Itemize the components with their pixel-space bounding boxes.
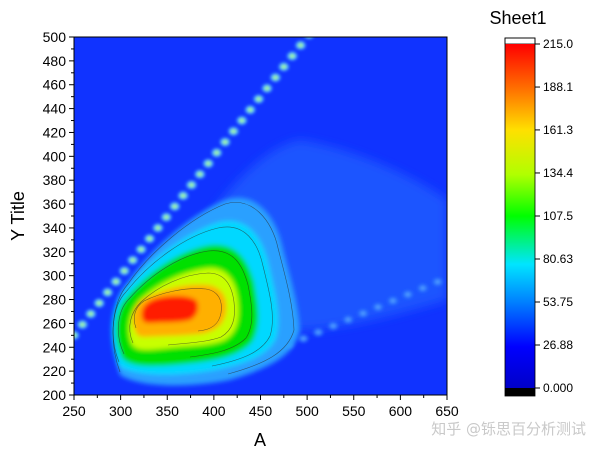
colorbar-tick-label: 107.5	[543, 209, 573, 223]
x-tick-label: 400	[202, 403, 226, 419]
colorbar-tick-label: 215.0	[543, 37, 573, 51]
streak-dot-core	[289, 53, 295, 59]
streak-dot-core	[360, 311, 366, 316]
streak-dot-core	[247, 107, 253, 112]
y-tick-label: 220	[43, 363, 67, 379]
y-axis-title: Y Title	[8, 191, 28, 241]
colorbar-frame	[504, 37, 536, 397]
streak-dot-core	[113, 279, 119, 284]
streak-dot-core	[435, 280, 440, 284]
colorbar-ticks: 0.000 26.88 53.75 80.63 107.5 134.4 161.3 188.1…	[535, 37, 573, 395]
streak-dot-core	[74, 333, 77, 338]
streak-dot-core	[121, 268, 127, 274]
y-tick-label: 480	[43, 53, 67, 69]
x-axis-title: A	[254, 430, 266, 450]
streak-dot-core	[345, 317, 351, 322]
heatmap-plot-area	[73, 32, 448, 396]
x-tick-label: 600	[389, 403, 413, 419]
streak-dot-core	[155, 225, 161, 231]
streak-dot-core	[130, 257, 136, 263]
colorbar-title: Sheet1	[489, 8, 546, 28]
streak-dot-core	[138, 247, 144, 252]
y-tick-label: 320	[43, 244, 67, 260]
y-tick-label: 260	[43, 315, 67, 331]
streak-dot	[304, 37, 314, 39]
streak-dot-core	[172, 204, 178, 209]
y-tick-label: 500	[43, 29, 67, 45]
y-tick-label: 420	[43, 124, 67, 140]
watermark-text: 知乎 @铄思百分析测试	[431, 420, 586, 438]
streak-dot-core	[390, 298, 396, 303]
y-tick-label: 200	[43, 387, 67, 403]
y-axis: 200 220 240 260 280 300 320 340 360 380 400 420 440 4…	[43, 29, 74, 403]
colorbar: Sheet1 0.000 26.88 53.75 80.63 107.5 134.4 161…	[489, 8, 573, 397]
x-tick-label: 500	[295, 403, 319, 419]
streak-dot-core	[188, 182, 195, 188]
streak-dot-core	[230, 129, 237, 134]
colorbar-top-cap	[504, 37, 536, 45]
colorbar-tick-label: 26.88	[543, 338, 573, 352]
streak-dot-core	[239, 118, 245, 123]
colorbar-tick-label: 80.63	[543, 252, 573, 266]
y-tick-label: 440	[43, 101, 67, 117]
streak-dot-core	[96, 300, 102, 306]
y-tick-label: 340	[43, 220, 67, 236]
streak-dot-core	[375, 305, 381, 309]
x-tick-label: 300	[109, 403, 133, 419]
y-tick-label: 400	[43, 148, 67, 164]
streak-dot-core	[272, 75, 279, 80]
streak-dot-core	[281, 64, 287, 70]
streak-dot-core	[197, 172, 203, 177]
contour-line	[133, 288, 222, 332]
x-tick-label: 350	[156, 403, 180, 419]
streak-dot-core	[420, 286, 425, 290]
streak-dot-core	[88, 311, 94, 317]
colorbar-tick-label: 0.000	[543, 381, 573, 395]
contour-fill-levels	[111, 197, 300, 386]
streak-dot-core	[331, 324, 336, 328]
contour-lines	[112, 202, 295, 375]
diagonal-scatter-streak	[74, 32, 314, 340]
y-tick-label: 380	[43, 172, 67, 188]
contour-line	[129, 272, 235, 346]
streak-dot-core	[79, 322, 85, 327]
y-tick-label: 360	[43, 196, 67, 212]
streak-dot-core	[301, 336, 306, 341]
second-order-scatter-streak	[283, 277, 443, 349]
x-tick-label: 550	[342, 403, 366, 419]
contour-line	[117, 250, 253, 358]
y-tick-label: 280	[43, 292, 67, 308]
streak-dot-core	[146, 236, 153, 241]
streak-dot-core	[180, 193, 186, 198]
contour-line	[112, 202, 295, 375]
colorbar-tick-label: 134.4	[543, 166, 573, 180]
y-tick-label: 240	[43, 339, 67, 355]
streak-dot-core	[104, 290, 111, 295]
colorbar-tick-label: 188.1	[543, 80, 573, 94]
x-tick-label: 250	[62, 403, 86, 419]
streak-dot-core	[297, 43, 304, 48]
streak-dot-core	[256, 96, 262, 102]
streak-dot-core	[316, 330, 321, 335]
colorbar-bottom-cap	[505, 388, 535, 396]
streak-dot-core	[222, 139, 228, 145]
y-tick-label: 300	[43, 268, 67, 284]
y-tick-label: 460	[43, 77, 67, 93]
x-axis: 250 300 350 400 450 500 550 600 650	[62, 395, 459, 419]
contour-line	[112, 226, 273, 367]
streak-dot-core	[163, 214, 169, 220]
x-tick-label: 650	[435, 403, 459, 419]
colorbar-tick-label: 53.75	[543, 295, 573, 309]
x-tick-label: 450	[249, 403, 273, 419]
streak-dot-core	[405, 292, 411, 297]
streak-dot-core	[205, 161, 211, 166]
streak-dot-core	[306, 32, 311, 36]
streak-dot-core	[264, 86, 270, 91]
contour-level-red	[141, 295, 198, 323]
colorbar-tick-label: 161.3	[543, 123, 573, 137]
colorbar-scale	[505, 44, 535, 388]
streak-dot-core	[214, 150, 220, 155]
